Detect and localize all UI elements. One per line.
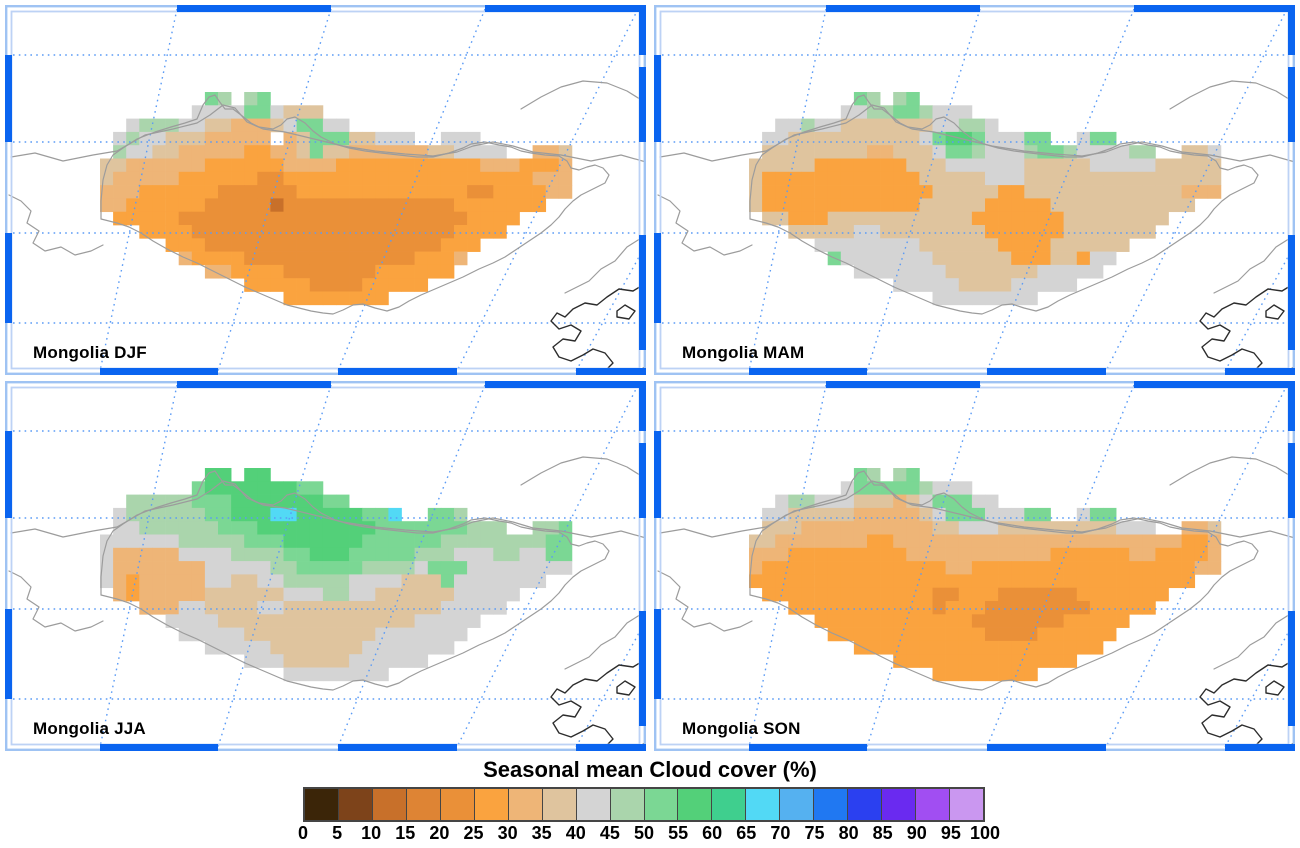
colorbar-cell <box>644 789 679 820</box>
colorbar-tick: 95 <box>940 823 961 843</box>
cloud-cover-grid <box>100 468 573 682</box>
colorbar-tick: 80 <box>838 823 859 843</box>
country-borders <box>8 80 646 375</box>
map-frame <box>654 381 1295 751</box>
colorbar-cell <box>950 789 984 820</box>
colorbar-tick: 100 <box>969 823 1001 843</box>
colorbar-tick: 50 <box>633 823 655 843</box>
graticule <box>13 8 646 372</box>
colorbar-cell <box>406 789 441 820</box>
colorbar-cell <box>814 789 849 820</box>
colorbar-tick: 75 <box>804 823 825 843</box>
colorbar-cell <box>576 789 611 820</box>
map-djf <box>5 5 646 375</box>
colorbar-tick: 15 <box>395 823 416 843</box>
colorbar-cell <box>678 789 713 820</box>
colorbar-tick: 10 <box>361 823 382 843</box>
country-borders <box>657 80 1295 375</box>
colorbar-cell <box>508 789 543 820</box>
graticule <box>662 384 1295 748</box>
colorbar-tick-labels: 0 5 10 15 20 25 30 35 40 45 50 55 60 65 70 75 80 85 90 95 10… <box>298 823 1000 845</box>
colorbar-cell <box>848 789 883 820</box>
colorbar-cell <box>882 789 917 820</box>
map-mam <box>654 5 1295 375</box>
colorbar-tick: 25 <box>463 823 484 843</box>
cloud-cover-grid <box>749 468 1222 682</box>
colorbar-tick: 90 <box>906 823 927 843</box>
colorbar-cell <box>372 789 407 820</box>
colorbar-tick: 0 <box>297 823 309 843</box>
colorbar-tick: 85 <box>872 823 893 843</box>
colorbar-cell <box>542 789 577 820</box>
panel-label-djf: Mongolia DJF <box>33 343 147 362</box>
colorbar-title: Seasonal mean Cloud cover (%) <box>483 757 817 782</box>
map-panel-son: Mongolia SON <box>654 381 1295 751</box>
colorbar-cell <box>305 789 339 820</box>
colorbar-tick: 45 <box>599 823 620 843</box>
map-son <box>654 381 1295 751</box>
colorbar-cell <box>440 789 475 820</box>
cloud-cover-grid <box>749 92 1222 306</box>
colorbar-tick: 40 <box>565 823 586 843</box>
panel-label-mam: Mongolia MAM <box>682 343 805 362</box>
colorbar-tick: 35 <box>531 823 552 843</box>
panel-label-son: Mongolia SON <box>682 719 801 738</box>
colorbar-tick: 55 <box>668 823 689 843</box>
colorbar-cell <box>610 789 645 820</box>
colorbar-tick: 30 <box>497 823 518 843</box>
graticule <box>662 8 1295 372</box>
colorbar-cell <box>338 789 373 820</box>
colorbar-tick: 5 <box>332 823 343 843</box>
map-frame <box>5 381 646 751</box>
colorbar-cell <box>712 789 747 820</box>
map-panel-mam: Mongolia MAM <box>654 5 1295 375</box>
colorbar-tick: 60 <box>702 823 723 843</box>
cloud-cover-grid <box>100 92 573 306</box>
colorbar-tick: 65 <box>736 823 757 843</box>
graticule <box>13 384 646 748</box>
map-frame <box>5 5 646 375</box>
colorbar-tick: 70 <box>770 823 791 843</box>
map-frame <box>654 5 1295 375</box>
colorbar-cell <box>746 789 781 820</box>
colorbar <box>303 787 985 822</box>
colorbar-cell <box>474 789 509 820</box>
panel-label-jja: Mongolia JJA <box>33 719 146 738</box>
map-panel-jja: Mongolia JJA <box>5 381 646 751</box>
map-jja <box>5 381 646 751</box>
country-borders <box>8 456 646 751</box>
colorbar-tick: 20 <box>429 823 450 843</box>
map-panel-djf: Mongolia DJF <box>5 5 646 375</box>
colorbar-cell <box>916 789 951 820</box>
colorbar-cell <box>780 789 815 820</box>
country-borders <box>657 456 1295 751</box>
